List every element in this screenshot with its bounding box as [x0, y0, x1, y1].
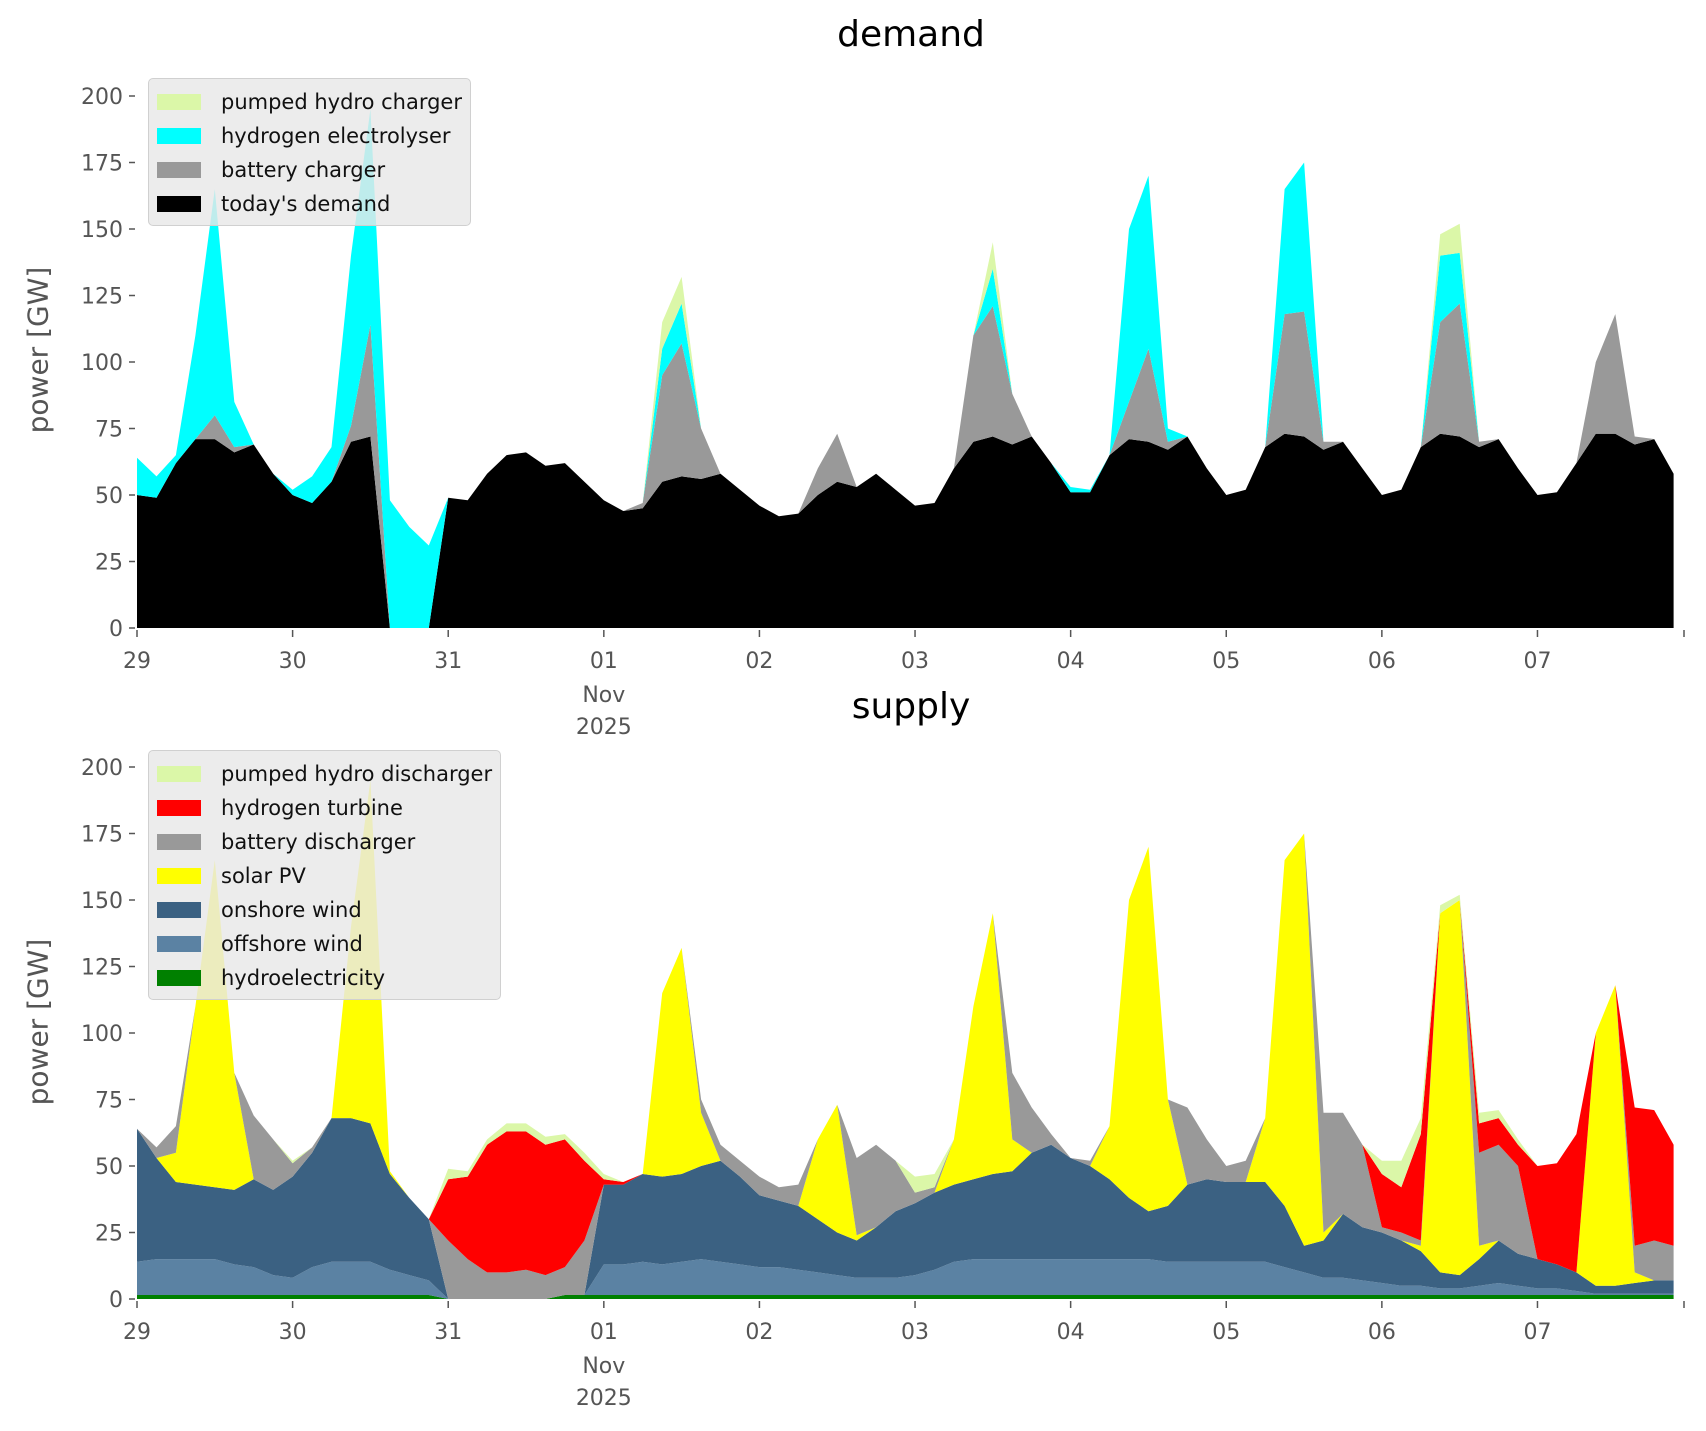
supply-chart-title: supply — [851, 686, 971, 727]
supply-area-solar-pv — [137, 780, 1674, 1299]
supply-x-tick-label: 04 — [1057, 1320, 1085, 1345]
legend-label: pumped hydro discharger — [221, 762, 493, 786]
supply-x-tick-label: 05 — [1212, 1320, 1240, 1345]
supply-y-tick-label: 75 — [95, 1089, 123, 1114]
legend-swatch — [157, 128, 201, 144]
legend-label: offshore wind — [221, 932, 363, 956]
demand-y-tick-label: 200 — [81, 85, 123, 110]
legend-label: solar PV — [221, 864, 306, 888]
demand-y-tick-label: 75 — [95, 418, 123, 443]
supply-y-tick-label: 125 — [81, 956, 123, 981]
legend-label: battery discharger — [221, 830, 416, 854]
demand-y-tick-label: 175 — [81, 152, 123, 177]
demand-x-year-label: 2025 — [576, 715, 632, 740]
legend-item: today's demand — [157, 187, 462, 221]
legend-label: pumped hydro charger — [221, 90, 462, 114]
supply-y-tick-label: 0 — [109, 1288, 123, 1313]
demand-x-tick-label: 31 — [434, 649, 462, 674]
demand-x-tick-label: 01 — [590, 649, 618, 674]
supply-x-tick-label: 06 — [1368, 1320, 1396, 1345]
demand-legend: pumped hydro charger hydrogen electrolyse… — [148, 78, 471, 226]
demand-y-tick-label: 50 — [95, 484, 123, 509]
legend-swatch — [157, 766, 201, 782]
legend-label: hydroelectricity — [221, 966, 386, 990]
demand-x-tick-label: 05 — [1212, 649, 1240, 674]
supply-y-tick-label: 25 — [95, 1222, 123, 1247]
demand-y-tick-label: 25 — [95, 551, 123, 576]
supply-y-tick-label: 50 — [95, 1155, 123, 1180]
supply-y-tick-label: 150 — [81, 889, 123, 914]
legend-item: hydrogen electrolyser — [157, 119, 462, 153]
demand-y-axis-label: power [GW] — [21, 266, 55, 434]
supply-x-tick-label: 03 — [901, 1320, 929, 1345]
demand-x-tick-label: 03 — [901, 649, 929, 674]
supply-plot-area — [137, 780, 1674, 1299]
legend-item: battery charger — [157, 153, 462, 187]
supply-area-hydroelectricity — [137, 1295, 1674, 1299]
demand-x-tick-label: 29 — [123, 649, 151, 674]
supply-x-tick-label: 07 — [1523, 1320, 1551, 1345]
demand-x-month-label: Nov — [582, 683, 625, 708]
demand-area-hydrogen-electrolyser — [137, 109, 1674, 629]
legend-swatch — [157, 800, 201, 816]
legend-swatch — [157, 902, 201, 918]
demand-x-tick-label: 04 — [1057, 649, 1085, 674]
supply-y-tick-label: 100 — [81, 1022, 123, 1047]
supply-x-tick-label: 30 — [279, 1320, 307, 1345]
demand-chart-title: demand — [837, 14, 985, 55]
supply-x-tick-label: 31 — [434, 1320, 462, 1345]
legend-item: hydroelectricity — [157, 961, 492, 995]
supply-x-tick-label: 29 — [123, 1320, 151, 1345]
legend-item: onshore wind — [157, 893, 492, 927]
legend-item: solar PV — [157, 859, 492, 893]
legend-item: pumped hydro discharger — [157, 757, 492, 791]
demand-y-tick-label: 0 — [109, 617, 123, 642]
legend-item: pumped hydro charger — [157, 85, 462, 119]
supply-area-battery-discharger — [137, 780, 1674, 1299]
legend-swatch — [157, 936, 201, 952]
legend-item: battery discharger — [157, 825, 492, 859]
demand-y-tick-label: 100 — [81, 351, 123, 376]
legend-swatch — [157, 94, 201, 110]
legend-swatch — [157, 162, 201, 178]
demand-y-tick-label: 150 — [81, 218, 123, 243]
legend-swatch — [157, 196, 201, 212]
demand-y-tick-label: 125 — [81, 285, 123, 310]
legend-label: hydrogen electrolyser — [221, 124, 451, 148]
demand-x-tick-label: 07 — [1523, 649, 1551, 674]
supply-area-offshore-wind — [137, 1259, 1674, 1299]
supply-y-tick-label: 200 — [81, 756, 123, 781]
demand-area-today-s-demand — [137, 433, 1674, 628]
demand-x-tick-label: 02 — [745, 649, 773, 674]
supply-area-hydrogen-turbine — [137, 780, 1674, 1276]
legend-label: battery charger — [221, 158, 386, 182]
legend-swatch — [157, 834, 201, 850]
supply-y-tick-label: 175 — [81, 823, 123, 848]
demand-area-battery-charger — [137, 303, 1674, 628]
supply-x-tick-label: 01 — [590, 1320, 618, 1345]
legend-swatch — [157, 868, 201, 884]
demand-x-tick-label: 30 — [279, 649, 307, 674]
supply-y-axis-label: power [GW] — [21, 938, 55, 1106]
legend-label: today's demand — [221, 192, 391, 216]
supply-area-onshore-wind — [137, 1118, 1674, 1299]
supply-x-year-label: 2025 — [576, 1386, 632, 1411]
supply-x-tick-label: 02 — [745, 1320, 773, 1345]
legend-label: hydrogen turbine — [221, 796, 403, 820]
supply-x-month-label: Nov — [582, 1354, 625, 1379]
demand-x-tick-label: 06 — [1368, 649, 1396, 674]
demand-plot-area — [137, 109, 1674, 629]
legend-swatch — [157, 970, 201, 986]
legend-item: hydrogen turbine — [157, 791, 492, 825]
legend-item: offshore wind — [157, 927, 492, 961]
legend-label: onshore wind — [221, 898, 362, 922]
supply-legend: pumped hydro discharger hydrogen turbine b… — [148, 750, 502, 1000]
